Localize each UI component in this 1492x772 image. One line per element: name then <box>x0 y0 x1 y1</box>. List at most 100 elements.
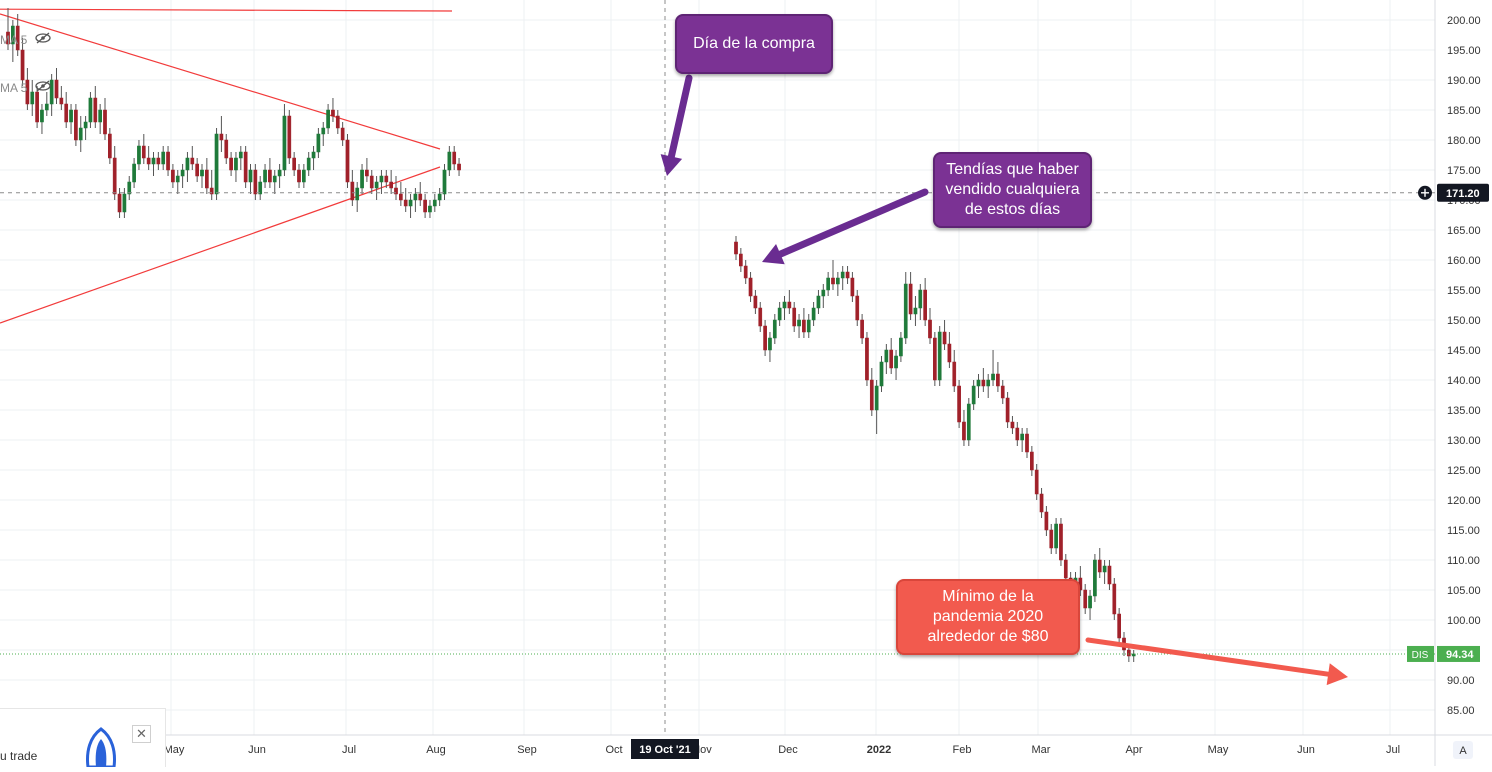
candle-body <box>787 301 792 309</box>
candle-body <box>908 283 913 315</box>
eye-off-icon[interactable] <box>35 80 51 95</box>
crosshair-date-label: 19 Oct '21 <box>639 744 691 756</box>
close-button[interactable]: ✕ <box>132 725 151 743</box>
y-tick-label: 140.00 <box>1447 375 1481 387</box>
grid-lines <box>0 0 1435 735</box>
x-tick-label: Jun <box>1297 744 1315 756</box>
candle-body <box>15 25 20 51</box>
candle-body <box>30 91 35 105</box>
indicator-label: MA 5 <box>0 81 28 95</box>
x-tick-label: 2022 <box>867 744 891 756</box>
candle-body <box>850 277 855 297</box>
candle-body <box>836 277 840 285</box>
x-tick-label: Jul <box>1386 744 1400 756</box>
candle-body <box>981 379 986 387</box>
x-tick-label: Jun <box>248 744 266 756</box>
arrow-buy-day-head <box>660 154 683 176</box>
candle-body <box>108 133 112 159</box>
candle-body <box>195 163 200 177</box>
candle-body <box>340 127 345 141</box>
candle-body <box>408 199 413 207</box>
indicator-row-2[interactable]: MA 5 <box>0 80 51 95</box>
x-tick-label: Dec <box>778 744 798 756</box>
candle-body <box>112 157 117 195</box>
candle-body <box>894 355 898 369</box>
candle-body <box>1117 613 1122 639</box>
ticker-badge <box>1407 645 1434 662</box>
candle-body <box>355 187 360 201</box>
candle-body <box>1015 427 1020 441</box>
candle-body <box>20 49 25 81</box>
candle-body <box>219 133 224 141</box>
candle-body <box>350 181 355 201</box>
y-tick-label: 160.00 <box>1447 255 1481 267</box>
y-tick-label: 125.00 <box>1447 465 1481 477</box>
candle-body <box>403 199 408 207</box>
y-tick-label: 120.00 <box>1447 495 1481 507</box>
candle-body <box>234 157 238 171</box>
candle-body <box>1034 469 1039 495</box>
candle-body <box>903 283 908 339</box>
candle-body <box>175 175 180 183</box>
candle-body <box>739 253 743 267</box>
candle-body <box>797 319 801 327</box>
candle-body <box>156 157 161 165</box>
candle-body <box>1107 565 1112 585</box>
candle-body <box>209 187 214 195</box>
candle-body <box>83 121 88 129</box>
candle-body <box>171 169 175 183</box>
y-tick-label: 185.00 <box>1447 105 1481 117</box>
candle-body <box>1093 559 1097 597</box>
candle-body <box>1005 397 1010 423</box>
candle-body <box>816 295 821 309</box>
candles <box>6 8 1136 662</box>
candle-body <box>302 169 306 183</box>
candle-body <box>49 79 54 105</box>
candle-body <box>821 289 826 297</box>
candle-body <box>758 307 763 327</box>
candle-body <box>394 187 398 195</box>
last-price-label: 94.34 <box>1446 649 1474 661</box>
candle-body <box>913 307 918 315</box>
candle-body <box>238 151 243 159</box>
y-tick-label: 150.00 <box>1447 315 1481 327</box>
candle-body <box>928 319 932 339</box>
arrow-buy-day <box>660 74 693 176</box>
candle-body <box>923 289 927 321</box>
ticker-label: DIS <box>1412 650 1429 661</box>
eye-off-icon[interactable] <box>35 32 51 47</box>
candle-body <box>263 169 267 183</box>
candle-body <box>306 157 311 171</box>
candle-body <box>103 109 107 135</box>
candle-body <box>316 133 321 153</box>
candle-body <box>768 337 772 351</box>
candle-body <box>180 169 185 177</box>
candle-body <box>986 379 991 387</box>
x-tick-label: Jul <box>342 744 356 756</box>
candle-body <box>25 79 30 105</box>
crosshair-date-badge <box>631 739 699 759</box>
arrow-pandemic-low-head <box>1326 663 1348 686</box>
crosshair-price-label: 171.20 <box>1446 188 1480 200</box>
candle-body <box>389 181 393 189</box>
indicator-label: MA 5 <box>0 33 28 47</box>
x-tick-label: May <box>164 744 185 756</box>
candle-body <box>1112 583 1117 615</box>
candle-body <box>806 319 811 333</box>
candle-body <box>258 181 263 195</box>
candle-body <box>35 91 39 123</box>
candle-body <box>860 319 864 339</box>
candle-body <box>268 169 272 183</box>
promo-banner[interactable]: u trade ✕ <box>0 708 166 769</box>
indicator-row-1[interactable]: MA 5 <box>0 32 51 47</box>
y-tick-label: 200.00 <box>1447 15 1481 27</box>
candle-body <box>40 109 44 123</box>
candle-body <box>127 181 132 195</box>
trendline-upper <box>0 13 441 150</box>
crosshair-price-badge <box>1437 183 1489 202</box>
candle-body <box>442 169 447 195</box>
candle-body <box>74 109 78 141</box>
candle-body <box>132 163 136 183</box>
